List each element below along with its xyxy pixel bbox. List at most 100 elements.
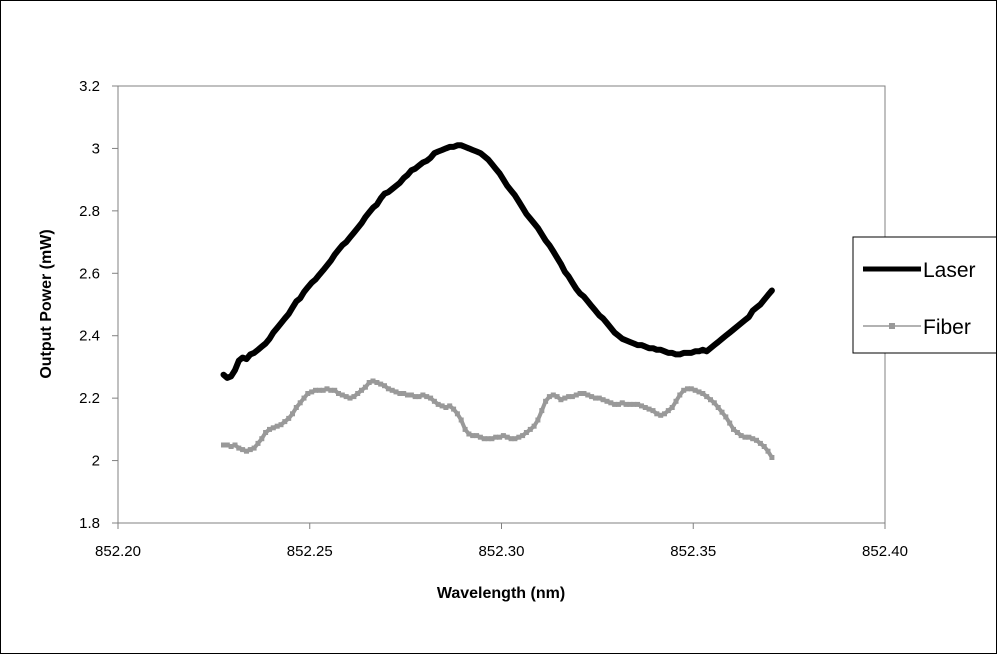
data-point-fiber (554, 394, 560, 400)
data-point-fiber (723, 414, 729, 420)
data-point-fiber (616, 401, 621, 407)
data-point-fiber (500, 433, 506, 439)
data-point-fiber (520, 433, 526, 439)
data-point-fiber (497, 434, 503, 440)
data-point-fiber (708, 397, 713, 403)
data-point-fiber (447, 403, 453, 409)
data-point-fiber (642, 405, 648, 410)
data-point-fiber (535, 417, 541, 423)
data-point-fiber (765, 448, 771, 454)
data-point-fiber (481, 436, 487, 442)
data-point-fiber (608, 400, 614, 406)
data-point-fiber (531, 423, 537, 429)
data-point-fiber (692, 387, 698, 393)
data-point-fiber (309, 389, 315, 395)
y-tick-label: 2.2 (79, 390, 100, 407)
x-axis-ticks: 852.20 852.25 852.30 852.35 852.40 (95, 523, 908, 560)
data-point-fiber (451, 406, 457, 412)
y-tick-label: 2.6 (79, 265, 100, 282)
data-point-fiber (412, 394, 418, 400)
data-point-fiber (435, 401, 441, 407)
data-point-fiber (362, 384, 368, 390)
data-point-fiber (328, 387, 334, 393)
y-tick-label: 2.8 (79, 203, 100, 220)
data-point-fiber (719, 409, 725, 415)
data-point-fiber (566, 394, 572, 400)
legend-label-laser: Laser (923, 259, 976, 282)
data-point-fiber (428, 395, 434, 401)
data-point-fiber (324, 386, 330, 392)
x-axis-title: Wavelength (nm) (437, 585, 565, 602)
data-point-fiber (704, 394, 710, 400)
data-point-fiber (401, 391, 407, 396)
data-point-fiber (382, 383, 387, 389)
data-point-fiber (562, 395, 568, 401)
data-point-fiber (750, 436, 756, 442)
y-tick-label: 3 (92, 140, 100, 157)
data-point-fiber (504, 434, 510, 440)
data-point-fiber (424, 394, 430, 400)
data-point-fiber (259, 436, 265, 442)
data-point-fiber (573, 392, 579, 398)
data-point-fiber (700, 391, 706, 396)
y-tick-label: 3.2 (79, 78, 100, 95)
data-point-fiber (585, 392, 591, 398)
data-point-fiber (769, 455, 775, 460)
data-point-fiber (232, 442, 238, 448)
data-point-fiber (439, 403, 445, 409)
data-point-fiber (738, 433, 744, 439)
y-tick-label: 2.4 (79, 328, 100, 345)
data-point-fiber (512, 436, 518, 442)
data-point-fiber (247, 447, 253, 453)
data-point-fiber (677, 392, 683, 398)
data-point-fiber (393, 389, 399, 395)
x-tick-label: 852.25 (287, 543, 333, 560)
data-point-fiber (316, 387, 322, 393)
data-point-fiber (466, 431, 472, 437)
x-tick-label: 852.35 (670, 543, 716, 560)
data-point-fiber (681, 387, 687, 393)
y-tick-label: 1.8 (79, 515, 100, 532)
data-point-fiber (696, 389, 702, 395)
data-point-fiber (508, 436, 514, 442)
data-point-fiber (654, 411, 660, 417)
data-point-fiber (347, 395, 353, 401)
data-point-fiber (746, 434, 752, 440)
data-point-fiber (305, 391, 311, 396)
data-point-fiber (727, 420, 733, 426)
data-point-fiber (596, 395, 602, 401)
data-point-fiber (236, 445, 242, 451)
data-point-fiber (278, 422, 284, 428)
legend-box (852, 236, 996, 354)
data-point-fiber (244, 448, 249, 454)
data-point-fiber (577, 391, 583, 396)
data-point-fiber (320, 387, 326, 393)
data-point-fiber (527, 426, 533, 432)
data-point-fiber (282, 419, 288, 425)
data-point-fiber (600, 397, 606, 403)
data-point-fiber (593, 395, 598, 401)
legend-marker-fiber (889, 323, 895, 329)
x-tick-label: 852.20 (95, 543, 141, 560)
data-point-fiber (454, 411, 460, 417)
data-point-fiber (374, 380, 380, 385)
data-point-fiber (378, 381, 384, 387)
data-point-fiber (293, 405, 299, 410)
data-point-fiber (228, 444, 234, 449)
data-point-fiber (336, 391, 341, 396)
data-point-fiber (221, 442, 226, 448)
data-point-fiber (539, 408, 545, 414)
data-point-fiber (734, 430, 740, 435)
x-tick-label: 852.30 (479, 543, 525, 560)
data-point-fiber (255, 440, 261, 446)
data-point-fiber (761, 444, 767, 449)
data-point-fiber (489, 436, 495, 442)
data-point-fiber (290, 411, 295, 417)
data-point-fiber (516, 434, 522, 440)
data-point-fiber (558, 397, 564, 403)
data-point-fiber (297, 400, 303, 406)
data-point-fiber (286, 415, 292, 421)
data-point-fiber (631, 401, 637, 407)
legend-label-fiber: Fiber (923, 316, 971, 339)
